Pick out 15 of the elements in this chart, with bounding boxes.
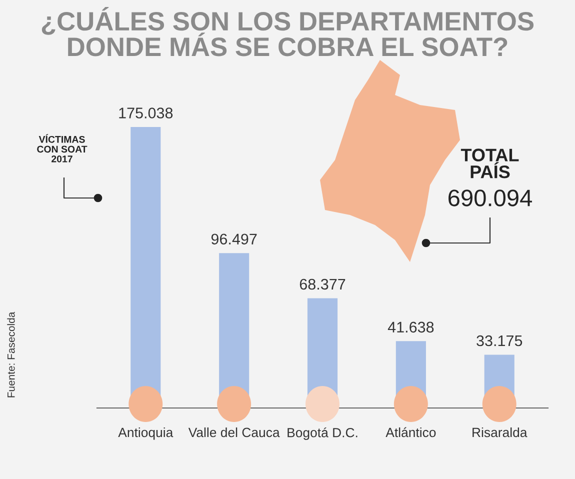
text: VÍCTIMAS CON SOAT 2017 <box>37 134 88 162</box>
chart-title: ¿CUÁLES SON LOS DEPARTAMENTOS DONDE MÁS SE COBRA EL SOAT? <box>42 7 534 56</box>
x-tick-label: Risaralda <box>472 427 528 438</box>
x-tick-label: Bogotá D.C. <box>288 427 358 440</box>
data-label: 175.038 <box>119 108 173 118</box>
x-tick-label: Atlántico <box>386 427 436 438</box>
source-note: Fuente: Fasecolda <box>7 312 15 398</box>
annotation: TOTAL PAÍS <box>460 148 519 178</box>
data-label: 33.175 <box>476 335 522 346</box>
x-tick-label: Antioquia <box>118 427 174 440</box>
data-label: 41.638 <box>388 322 434 333</box>
x-tick-label: Valle del Cauca <box>188 427 280 438</box>
annotation: 690.094 <box>448 190 532 206</box>
data-label: 68.377 <box>300 278 346 290</box>
data-label: 96.497 <box>211 234 257 245</box>
